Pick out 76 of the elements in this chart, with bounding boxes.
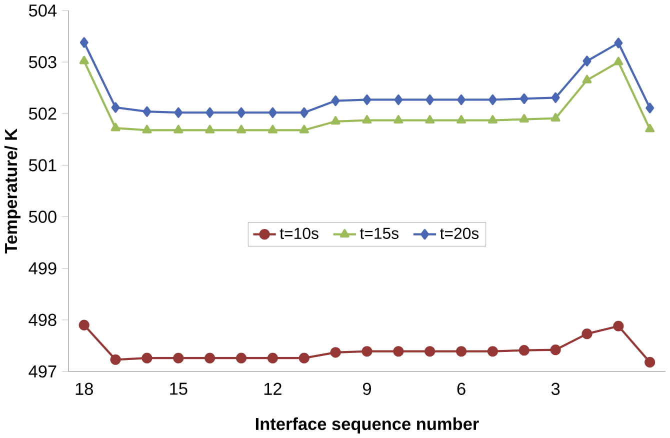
point: [331, 95, 340, 106]
point: [110, 122, 120, 132]
point: [78, 320, 90, 330]
point: [330, 347, 341, 358]
point: [613, 320, 624, 332]
point: [298, 352, 310, 364]
point: [518, 345, 530, 356]
point: [456, 115, 466, 124]
point: [644, 356, 656, 368]
point: [456, 346, 467, 357]
point: [550, 113, 560, 122]
point: [80, 37, 88, 48]
x-tick-label: 15: [170, 382, 188, 395]
y-tick-label: 498: [28, 314, 56, 326]
point: [519, 114, 529, 123]
legend-label: t=10s: [280, 228, 318, 240]
point: [205, 124, 215, 134]
point: [236, 124, 246, 134]
point: [394, 94, 403, 106]
point: [268, 124, 278, 134]
y-tick-label: 501: [28, 159, 56, 172]
point: [362, 94, 372, 106]
y-tick-label: 504: [28, 4, 57, 17]
point: [204, 352, 216, 364]
y-tick-label: 502: [28, 108, 56, 120]
point: [174, 107, 183, 118]
point: [142, 124, 152, 134]
point: [488, 94, 497, 106]
point: [174, 124, 184, 134]
point: [267, 352, 278, 364]
point: [300, 107, 308, 118]
point: [362, 346, 372, 357]
legend-label: t=15s: [360, 228, 399, 239]
point: [550, 344, 561, 356]
point: [394, 115, 404, 124]
y-tick-label: 500: [28, 210, 56, 223]
y-tick-label: 497: [28, 365, 56, 378]
y-tick-label: 503: [28, 56, 56, 68]
x-tick-label: 9: [363, 382, 371, 396]
point: [645, 124, 655, 132]
point: [426, 94, 434, 106]
point: [393, 346, 404, 357]
point: [582, 56, 592, 66]
point: [488, 115, 498, 124]
point: [142, 352, 152, 364]
point: [362, 115, 372, 124]
point: [520, 93, 528, 104]
point: [110, 354, 121, 365]
point: [330, 116, 340, 125]
point: [237, 107, 246, 118]
point: [173, 352, 184, 364]
x-tick-label: 3: [551, 382, 560, 396]
point: [236, 352, 247, 364]
x-axis-title: Interface sequence number: [256, 417, 479, 434]
point: [206, 107, 214, 118]
point: [424, 346, 436, 357]
legend-label: t=20s: [440, 228, 479, 240]
point: [614, 56, 624, 66]
y-axis-title: Temperature/ K: [4, 128, 21, 254]
x-tick-label: 12: [264, 382, 282, 395]
point: [582, 328, 592, 340]
point: [457, 94, 466, 106]
point: [268, 107, 277, 118]
point: [425, 115, 435, 124]
point: [646, 102, 654, 114]
x-tick-label: 18: [76, 382, 93, 396]
point: [299, 124, 309, 134]
point: [487, 346, 498, 357]
x-tick-label: 6: [457, 382, 466, 396]
point: [111, 102, 120, 113]
point: [614, 38, 623, 48]
point: [551, 92, 560, 104]
point: [142, 106, 152, 117]
point: [582, 74, 592, 84]
point: [79, 56, 89, 64]
y-tick-label: 499: [28, 262, 56, 274]
